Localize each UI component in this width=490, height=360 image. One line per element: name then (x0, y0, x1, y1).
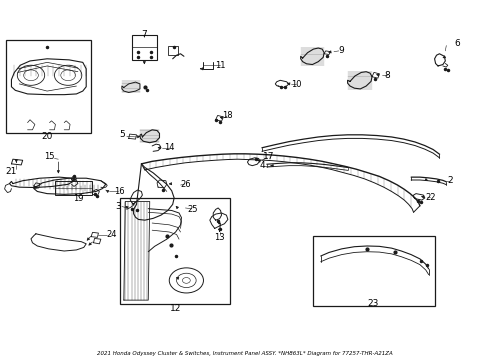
Bar (121, 198, 230, 304)
Text: 15: 15 (44, 152, 55, 161)
Text: 14: 14 (165, 143, 175, 152)
Text: 9: 9 (338, 46, 343, 55)
Bar (5, 40, 91, 134)
Text: 4: 4 (259, 161, 265, 170)
Text: 23: 23 (368, 299, 379, 308)
Text: 24: 24 (107, 230, 117, 239)
Bar (314, 236, 435, 306)
Text: 18: 18 (222, 111, 233, 120)
Text: 2: 2 (447, 176, 453, 185)
Text: 3: 3 (115, 202, 121, 211)
Text: 1: 1 (217, 223, 222, 232)
Text: 19: 19 (73, 194, 83, 203)
Text: 20: 20 (42, 132, 53, 141)
Text: 13: 13 (214, 233, 225, 242)
Text: 2021 Honda Odyssey Cluster & Switches, Instrument Panel ASSY. *NH863L* Diagram f: 2021 Honda Odyssey Cluster & Switches, I… (97, 351, 393, 356)
Bar (132, 35, 157, 59)
Text: 10: 10 (292, 80, 302, 89)
Text: 26: 26 (180, 180, 191, 189)
Text: 17: 17 (263, 152, 274, 161)
Text: 12: 12 (170, 304, 181, 313)
Text: 5: 5 (119, 130, 125, 139)
Bar (55, 181, 92, 195)
Text: 6: 6 (455, 39, 461, 48)
Text: 8: 8 (385, 71, 391, 80)
Text: 7: 7 (142, 30, 147, 39)
Text: 21: 21 (6, 167, 17, 176)
Text: 22: 22 (425, 193, 436, 202)
Bar (168, 46, 177, 55)
Text: 25: 25 (187, 205, 197, 214)
Text: 16: 16 (114, 187, 124, 196)
Text: 11: 11 (215, 61, 226, 70)
